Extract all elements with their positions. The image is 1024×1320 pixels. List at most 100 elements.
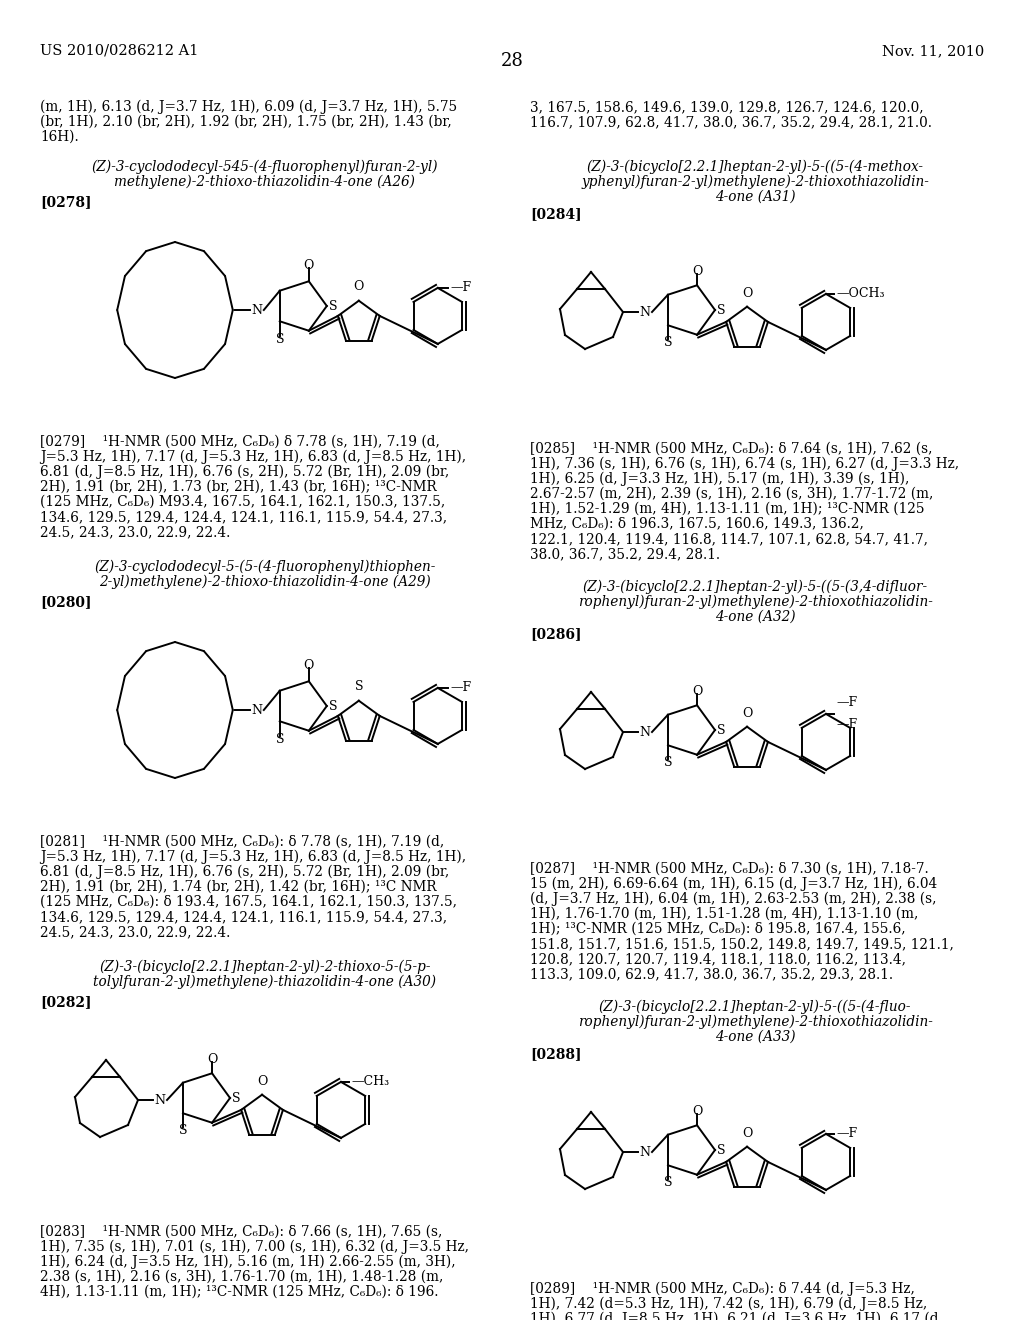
Text: —F: —F bbox=[836, 697, 857, 709]
Text: O: O bbox=[692, 685, 702, 698]
Text: 2.67-2.57 (m, 2H), 2.39 (s, 1H), 2.16 (s, 3H), 1.77-1.72 (m,: 2.67-2.57 (m, 2H), 2.39 (s, 1H), 2.16 (s… bbox=[530, 487, 933, 502]
Text: J=5.3 Hz, 1H), 7.17 (d, J=5.3 Hz, 1H), 6.83 (d, J=8.5 Hz, 1H),: J=5.3 Hz, 1H), 7.17 (d, J=5.3 Hz, 1H), 6… bbox=[40, 450, 466, 465]
Text: (Z)-3-cyclododecyl-545-(4-fluorophenyl)furan-2-yl): (Z)-3-cyclododecyl-545-(4-fluorophenyl)f… bbox=[92, 160, 438, 174]
Text: O: O bbox=[692, 265, 702, 277]
Text: 4H), 1.13-1.11 (m, 1H); ¹³C-NMR (125 MHz, C₆D₆): δ 196.: 4H), 1.13-1.11 (m, 1H); ¹³C-NMR (125 MHz… bbox=[40, 1284, 438, 1299]
Text: Nov. 11, 2010: Nov. 11, 2010 bbox=[882, 44, 984, 58]
Text: O: O bbox=[692, 1105, 702, 1118]
Text: (Z)-3-cyclododecyl-5-(5-(4-fluorophenyl)thiophen-: (Z)-3-cyclododecyl-5-(5-(4-fluorophenyl)… bbox=[94, 560, 435, 574]
Text: [0280]: [0280] bbox=[40, 595, 91, 609]
Text: 28: 28 bbox=[501, 51, 523, 70]
Text: S: S bbox=[329, 300, 337, 313]
Text: N: N bbox=[640, 726, 650, 738]
Text: (125 MHz, C₆D₆) M93.4, 167.5, 164.1, 162.1, 150.3, 137.5,: (125 MHz, C₆D₆) M93.4, 167.5, 164.1, 162… bbox=[40, 495, 445, 510]
Text: O: O bbox=[257, 1076, 267, 1088]
Text: (125 MHz, C₆D₆): δ 193.4, 167.5, 164.1, 162.1, 150.3, 137.5,: (125 MHz, C₆D₆): δ 193.4, 167.5, 164.1, … bbox=[40, 895, 457, 909]
Text: rophenyl)furan-2-yl)methylene)-2-thioxothiazolidin-: rophenyl)furan-2-yl)methylene)-2-thioxot… bbox=[578, 1015, 933, 1030]
Text: S: S bbox=[275, 733, 284, 746]
Text: US 2010/0286212 A1: US 2010/0286212 A1 bbox=[40, 44, 199, 58]
Text: —F: —F bbox=[451, 681, 472, 694]
Text: O: O bbox=[353, 280, 364, 293]
Text: 1H), 6.25 (d, J=3.3 Hz, 1H), 5.17 (m, 1H), 3.39 (s, 1H),: 1H), 6.25 (d, J=3.3 Hz, 1H), 5.17 (m, 1H… bbox=[530, 473, 909, 486]
Text: 3, 167.5, 158.6, 149.6, 139.0, 129.8, 126.7, 124.6, 120.0,: 3, 167.5, 158.6, 149.6, 139.0, 129.8, 12… bbox=[530, 100, 924, 114]
Text: 1H), 6.24 (d, J=3.5 Hz, 1H), 5.16 (m, 1H) 2.66-2.55 (m, 3H),: 1H), 6.24 (d, J=3.5 Hz, 1H), 5.16 (m, 1H… bbox=[40, 1255, 456, 1270]
Text: S: S bbox=[664, 335, 672, 348]
Text: [0287]    ¹H-NMR (500 MHz, C₆D₆): δ 7.30 (s, 1H), 7.18-7.: [0287] ¹H-NMR (500 MHz, C₆D₆): δ 7.30 (s… bbox=[530, 862, 929, 876]
Text: O: O bbox=[207, 1053, 217, 1065]
Text: [0281]    ¹H-NMR (500 MHz, C₆D₆): δ 7.78 (s, 1H), 7.19 (d,: [0281] ¹H-NMR (500 MHz, C₆D₆): δ 7.78 (s… bbox=[40, 836, 444, 849]
Text: O: O bbox=[304, 259, 314, 272]
Text: 151.8, 151.7, 151.6, 151.5, 150.2, 149.8, 149.7, 149.5, 121.1,: 151.8, 151.7, 151.6, 151.5, 150.2, 149.8… bbox=[530, 937, 954, 950]
Text: —F: —F bbox=[836, 1127, 857, 1140]
Text: S: S bbox=[717, 304, 725, 317]
Text: [0279]    ¹H-NMR (500 MHz, C₆D₆) δ 7.78 (s, 1H), 7.19 (d,: [0279] ¹H-NMR (500 MHz, C₆D₆) δ 7.78 (s,… bbox=[40, 436, 440, 449]
Text: 6.81 (d, J=8.5 Hz, 1H), 6.76 (s, 2H), 5.72 (Br, 1H), 2.09 (br,: 6.81 (d, J=8.5 Hz, 1H), 6.76 (s, 2H), 5.… bbox=[40, 865, 450, 879]
Text: S: S bbox=[664, 756, 672, 768]
Text: S: S bbox=[664, 1176, 672, 1189]
Text: (br, 1H), 2.10 (br, 2H), 1.92 (br, 2H), 1.75 (br, 2H), 1.43 (br,: (br, 1H), 2.10 (br, 2H), 1.92 (br, 2H), … bbox=[40, 115, 452, 129]
Text: 1H), 6.77 (d, J=8.5 Hz, 1H), 6.21 (d, J=3.6 Hz, 1H), 6.17 (d,: 1H), 6.77 (d, J=8.5 Hz, 1H), 6.21 (d, J=… bbox=[530, 1312, 943, 1320]
Text: O: O bbox=[741, 708, 753, 721]
Text: (Z)-3-(bicyclo[2.2.1]heptan-2-yl)-2-thioxo-5-(5-p-: (Z)-3-(bicyclo[2.2.1]heptan-2-yl)-2-thio… bbox=[99, 960, 431, 974]
Text: J=5.3 Hz, 1H), 7.17 (d, J=5.3 Hz, 1H), 6.83 (d, J=8.5 Hz, 1H),: J=5.3 Hz, 1H), 7.17 (d, J=5.3 Hz, 1H), 6… bbox=[40, 850, 466, 865]
Text: 134.6, 129.5, 129.4, 124.4, 124.1, 116.1, 115.9, 54.4, 27.3,: 134.6, 129.5, 129.4, 124.4, 124.1, 116.1… bbox=[40, 909, 447, 924]
Text: S: S bbox=[275, 333, 284, 346]
Text: 24.5, 24.3, 23.0, 22.9, 22.4.: 24.5, 24.3, 23.0, 22.9, 22.4. bbox=[40, 525, 230, 539]
Text: 1H), 7.42 (d=5.3 Hz, 1H), 7.42 (s, 1H), 6.79 (d, J=8.5 Hz,: 1H), 7.42 (d=5.3 Hz, 1H), 7.42 (s, 1H), … bbox=[530, 1298, 928, 1311]
Text: (Z)-3-(bicyclo[2.2.1]heptan-2-yl)-5-((5-(4-fluo-: (Z)-3-(bicyclo[2.2.1]heptan-2-yl)-5-((5-… bbox=[599, 1001, 911, 1014]
Text: 1H), 7.36 (s, 1H), 6.76 (s, 1H), 6.74 (s, 1H), 6.27 (d, J=3.3 Hz,: 1H), 7.36 (s, 1H), 6.76 (s, 1H), 6.74 (s… bbox=[530, 457, 959, 471]
Text: [0282]: [0282] bbox=[40, 995, 91, 1008]
Text: N: N bbox=[251, 704, 262, 717]
Text: 16H).: 16H). bbox=[40, 129, 79, 144]
Text: O: O bbox=[304, 659, 314, 672]
Text: 116.7, 107.9, 62.8, 41.7, 38.0, 36.7, 35.2, 29.4, 28.1, 21.0.: 116.7, 107.9, 62.8, 41.7, 38.0, 36.7, 35… bbox=[530, 115, 932, 129]
Text: 122.1, 120.4, 119.4, 116.8, 114.7, 107.1, 62.8, 54.7, 41.7,: 122.1, 120.4, 119.4, 116.8, 114.7, 107.1… bbox=[530, 532, 928, 546]
Text: [0286]: [0286] bbox=[530, 627, 582, 642]
Text: O: O bbox=[741, 288, 753, 300]
Text: 113.3, 109.0, 62.9, 41.7, 38.0, 36.7, 35.2, 29.3, 28.1.: 113.3, 109.0, 62.9, 41.7, 38.0, 36.7, 35… bbox=[530, 968, 893, 981]
Text: S: S bbox=[354, 680, 364, 693]
Text: S: S bbox=[231, 1092, 241, 1105]
Text: 24.5, 24.3, 23.0, 22.9, 22.4.: 24.5, 24.3, 23.0, 22.9, 22.4. bbox=[40, 925, 230, 939]
Text: 1H), 1.76-1.70 (m, 1H), 1.51-1.28 (m, 4H), 1.13-1.10 (m,: 1H), 1.76-1.70 (m, 1H), 1.51-1.28 (m, 4H… bbox=[530, 907, 919, 921]
Text: 1H), 1.52-1.29 (m, 4H), 1.13-1.11 (m, 1H); ¹³C-NMR (125: 1H), 1.52-1.29 (m, 4H), 1.13-1.11 (m, 1H… bbox=[530, 502, 925, 516]
Text: tolylfuran-2-yl)methylene)-thiazolidin-4-one (A30): tolylfuran-2-yl)methylene)-thiazolidin-4… bbox=[93, 975, 436, 990]
Text: N: N bbox=[251, 304, 262, 317]
Text: 2H), 1.91 (br, 2H), 1.73 (br, 2H), 1.43 (br, 16H); ¹³C-NMR: 2H), 1.91 (br, 2H), 1.73 (br, 2H), 1.43 … bbox=[40, 480, 437, 494]
Text: N: N bbox=[155, 1093, 166, 1106]
Text: rophenyl)furan-2-yl)methylene)-2-thioxothiazolidin-: rophenyl)furan-2-yl)methylene)-2-thioxot… bbox=[578, 595, 933, 610]
Text: 4-one (A32): 4-one (A32) bbox=[715, 610, 796, 624]
Text: N: N bbox=[640, 1146, 650, 1159]
Text: 38.0, 36.7, 35.2, 29.4, 28.1.: 38.0, 36.7, 35.2, 29.4, 28.1. bbox=[530, 546, 720, 561]
Text: S: S bbox=[717, 723, 725, 737]
Text: —F: —F bbox=[451, 281, 472, 294]
Text: [0278]: [0278] bbox=[40, 195, 91, 209]
Text: 1H); ¹³C-NMR (125 MHz, C₆D₆): δ 195.8, 167.4, 155.6,: 1H); ¹³C-NMR (125 MHz, C₆D₆): δ 195.8, 1… bbox=[530, 921, 905, 936]
Text: [0288]: [0288] bbox=[530, 1047, 582, 1061]
Text: S: S bbox=[179, 1123, 187, 1137]
Text: N: N bbox=[640, 305, 650, 318]
Text: [0284]: [0284] bbox=[530, 207, 582, 220]
Text: 120.8, 120.7, 120.7, 119.4, 118.1, 118.0, 116.2, 113.4,: 120.8, 120.7, 120.7, 119.4, 118.1, 118.0… bbox=[530, 952, 906, 966]
Text: 134.6, 129.5, 129.4, 124.4, 124.1, 116.1, 115.9, 54.4, 27.3,: 134.6, 129.5, 129.4, 124.4, 124.1, 116.1… bbox=[40, 510, 447, 524]
Text: 2-yl)methylene)-2-thioxo-thiazolidin-4-one (A29): 2-yl)methylene)-2-thioxo-thiazolidin-4-o… bbox=[99, 576, 431, 590]
Text: [0285]    ¹H-NMR (500 MHz, C₆D₆): δ 7.64 (s, 1H), 7.62 (s,: [0285] ¹H-NMR (500 MHz, C₆D₆): δ 7.64 (s… bbox=[530, 442, 933, 455]
Text: 2H), 1.91 (br, 2H), 1.74 (br, 2H), 1.42 (br, 16H); ¹³C NMR: 2H), 1.91 (br, 2H), 1.74 (br, 2H), 1.42 … bbox=[40, 880, 436, 894]
Text: (Z)-3-(bicyclo[2.2.1]heptan-2-yl)-5-((5-(4-methox-: (Z)-3-(bicyclo[2.2.1]heptan-2-yl)-5-((5-… bbox=[587, 160, 924, 174]
Text: (m, 1H), 6.13 (d, J=3.7 Hz, 1H), 6.09 (d, J=3.7 Hz, 1H), 5.75: (m, 1H), 6.13 (d, J=3.7 Hz, 1H), 6.09 (d… bbox=[40, 100, 457, 115]
Text: S: S bbox=[717, 1143, 725, 1156]
Text: [0283]    ¹H-NMR (500 MHz, C₆D₆): δ 7.66 (s, 1H), 7.65 (s,: [0283] ¹H-NMR (500 MHz, C₆D₆): δ 7.66 (s… bbox=[40, 1225, 442, 1239]
Text: S: S bbox=[329, 700, 337, 713]
Text: (Z)-3-(bicyclo[2.2.1]heptan-2-yl)-5-((5-(3,4-difluor-: (Z)-3-(bicyclo[2.2.1]heptan-2-yl)-5-((5-… bbox=[583, 579, 928, 594]
Text: 15 (m, 2H), 6.69-6.64 (m, 1H), 6.15 (d, J=3.7 Hz, 1H), 6.04: 15 (m, 2H), 6.69-6.64 (m, 1H), 6.15 (d, … bbox=[530, 876, 937, 891]
Text: —F: —F bbox=[836, 718, 857, 731]
Text: 6.81 (d, J=8.5 Hz, 1H), 6.76 (s, 2H), 5.72 (Br, 1H), 2.09 (br,: 6.81 (d, J=8.5 Hz, 1H), 6.76 (s, 2H), 5.… bbox=[40, 465, 450, 479]
Text: —CH₃: —CH₃ bbox=[351, 1076, 389, 1089]
Text: yphenyl)furan-2-yl)methylene)-2-thioxothiazolidin-: yphenyl)furan-2-yl)methylene)-2-thioxoth… bbox=[581, 176, 929, 189]
Text: (d, J=3.7 Hz, 1H), 6.04 (m, 1H), 2.63-2.53 (m, 2H), 2.38 (s,: (d, J=3.7 Hz, 1H), 6.04 (m, 1H), 2.63-2.… bbox=[530, 892, 937, 907]
Text: 2.38 (s, 1H), 2.16 (s, 3H), 1.76-1.70 (m, 1H), 1.48-1.28 (m,: 2.38 (s, 1H), 2.16 (s, 3H), 1.76-1.70 (m… bbox=[40, 1270, 443, 1284]
Text: O: O bbox=[741, 1127, 753, 1140]
Text: —OCH₃: —OCH₃ bbox=[836, 288, 885, 301]
Text: 4-one (A31): 4-one (A31) bbox=[715, 190, 796, 205]
Text: [0289]    ¹H-NMR (500 MHz, C₆D₆): δ 7.44 (d, J=5.3 Hz,: [0289] ¹H-NMR (500 MHz, C₆D₆): δ 7.44 (d… bbox=[530, 1282, 914, 1296]
